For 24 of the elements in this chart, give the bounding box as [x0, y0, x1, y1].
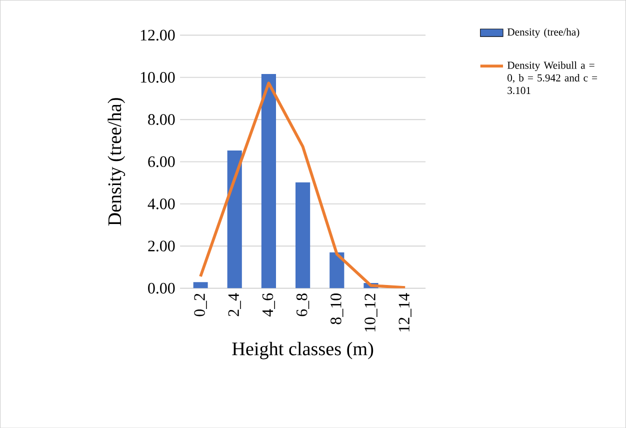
y-tick-label: 12.00: [140, 30, 175, 40]
x-tick-label: 12_14: [398, 293, 412, 332]
bar: [193, 282, 208, 288]
x-tick-label: 0_2: [194, 294, 207, 316]
y-axis-title: Density (tree/ha): [108, 98, 126, 226]
x-tick-label: 2_4: [228, 293, 241, 316]
x-tick-label: 6_8: [296, 293, 310, 316]
bar: [330, 252, 344, 288]
x-axis-title: Height classes (m): [232, 342, 374, 360]
line-series: [199, 81, 407, 288]
y-tick-label: 2.00: [148, 240, 175, 252]
x-tick-label: 10_12: [364, 294, 378, 332]
x-tick-label: 8_10: [330, 293, 344, 324]
legend-label: Density (tree/ha): [507, 28, 580, 38]
bar: [295, 182, 310, 288]
x-tick-label: 4_6: [262, 293, 276, 316]
y-tick-label: 8.00: [148, 114, 175, 125]
y-tick-label: 6.00: [148, 156, 175, 168]
y-tick-label: 10.00: [140, 72, 175, 83]
y-tick-label: 4.00: [148, 198, 175, 210]
bar: [227, 150, 242, 288]
legend-label: Density Weibull a = 0, b = 5.942 and c = 3.101: [507, 61, 598, 94]
y-tick-label: 0.00: [148, 282, 175, 294]
bar: [261, 74, 276, 288]
